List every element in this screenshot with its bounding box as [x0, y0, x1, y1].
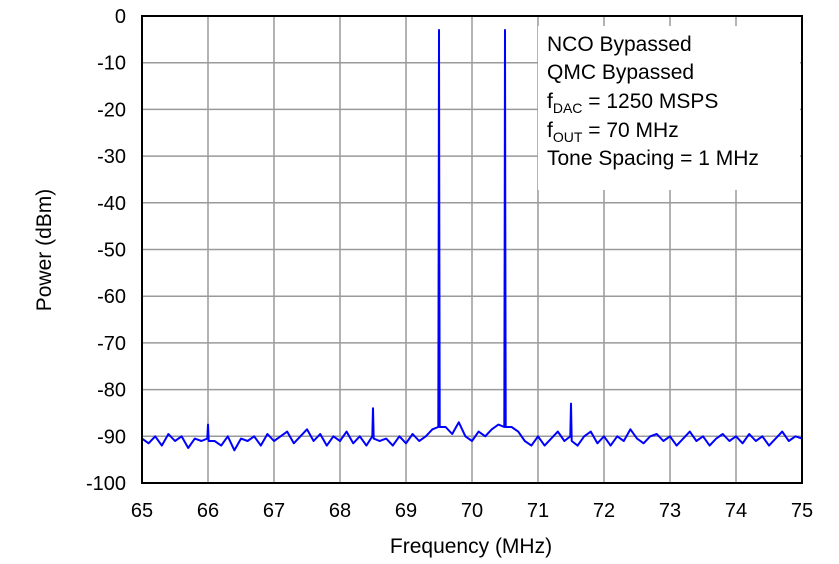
y-tick-label: -100 [86, 473, 126, 495]
x-axis-title: Frequency (MHz) [390, 535, 552, 558]
tick-labels: 65 66 67 68 69 70 71 72 73 74 75 0 -10 -20 -30 -40 -50 -6… [86, 6, 813, 522]
x-tick-label: 75 [791, 500, 813, 522]
y-tick-label: -10 [97, 53, 126, 75]
x-tick-label: 65 [131, 500, 153, 522]
annotation-fout: fOUT = 70 MHz [547, 119, 679, 145]
annotation-nco: NCO Bypassed [547, 33, 692, 56]
annotation-box [538, 26, 800, 190]
spectrum-trace [141, 29, 803, 452]
x-tick-label: 72 [593, 500, 615, 522]
y-tick-label: -40 [97, 193, 126, 215]
annotation-qmc: QMC Bypassed [547, 61, 694, 84]
x-tick-label: 74 [725, 500, 747, 522]
x-tick-label: 69 [395, 500, 417, 522]
y-tick-label: -60 [97, 286, 126, 308]
y-axis-title: Power (dBm) [33, 189, 56, 312]
y-tick-label: -90 [97, 426, 126, 448]
y-tick-label: 0 [115, 6, 126, 28]
x-tick-label: 66 [197, 500, 219, 522]
x-tick-label: 68 [329, 500, 351, 522]
y-tick-label: -80 [97, 380, 126, 402]
annotation-tone-spacing: Tone Spacing = 1 MHz [547, 147, 759, 170]
x-tick-label: 71 [527, 500, 549, 522]
annotation-fdac: fDAC = 1250 MSPS [547, 90, 718, 116]
y-tick-label: -50 [97, 240, 126, 262]
x-tick-label: 73 [659, 500, 681, 522]
y-tick-label: -20 [97, 99, 126, 121]
plot-border [141, 15, 803, 484]
x-tick-label: 67 [263, 500, 285, 522]
y-tick-label: -30 [97, 146, 126, 168]
y-tick-label: -70 [97, 333, 126, 355]
x-tick-label: 70 [461, 500, 483, 522]
